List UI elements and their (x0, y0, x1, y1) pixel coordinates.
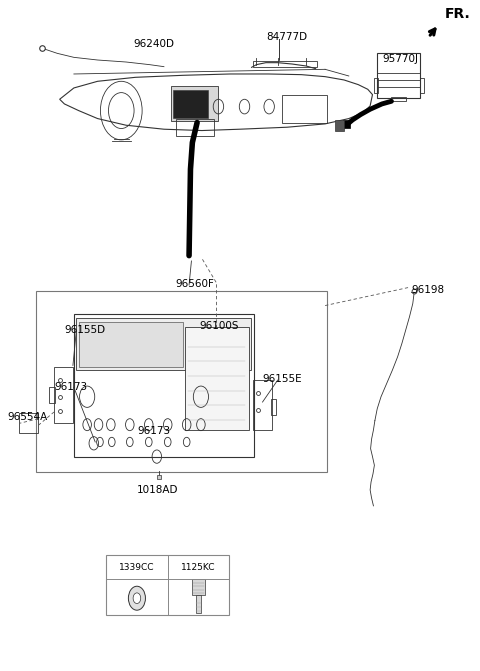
Text: 1018AD: 1018AD (137, 485, 179, 495)
Bar (335, 120, 344, 131)
Bar (185, 327, 249, 430)
Bar (49, 386, 55, 403)
Text: 96560F: 96560F (176, 278, 215, 289)
Text: 96100S: 96100S (200, 321, 239, 331)
Text: 96198: 96198 (411, 285, 444, 295)
Bar (377, 53, 420, 98)
Bar (74, 313, 254, 456)
Bar (196, 595, 202, 613)
Bar (192, 579, 204, 595)
Bar (271, 399, 276, 415)
Bar (391, 97, 406, 101)
Text: 95770J: 95770J (382, 54, 418, 64)
Text: 96155E: 96155E (263, 374, 302, 384)
Bar (36, 291, 327, 472)
Bar (106, 555, 229, 615)
Bar (54, 367, 73, 423)
Bar (253, 60, 317, 66)
Bar (76, 318, 251, 370)
Bar (252, 380, 272, 430)
Text: 1125KC: 1125KC (181, 562, 216, 572)
Bar (79, 322, 183, 368)
Bar (171, 86, 218, 121)
Circle shape (133, 593, 141, 603)
Text: 96173: 96173 (137, 425, 170, 435)
Bar (374, 78, 378, 93)
Circle shape (128, 586, 145, 610)
Text: 96554A: 96554A (8, 412, 48, 421)
Text: 1339CC: 1339CC (119, 562, 155, 572)
Bar (173, 90, 207, 118)
Text: 96173: 96173 (54, 382, 87, 392)
Bar (343, 120, 350, 128)
Bar (420, 78, 424, 93)
Text: FR.: FR. (444, 7, 470, 21)
Text: 96155D: 96155D (64, 325, 106, 336)
Bar (176, 119, 214, 136)
Text: 96240D: 96240D (133, 39, 174, 49)
Text: 84777D: 84777D (266, 32, 307, 42)
Bar (282, 95, 327, 123)
Bar (19, 413, 38, 433)
